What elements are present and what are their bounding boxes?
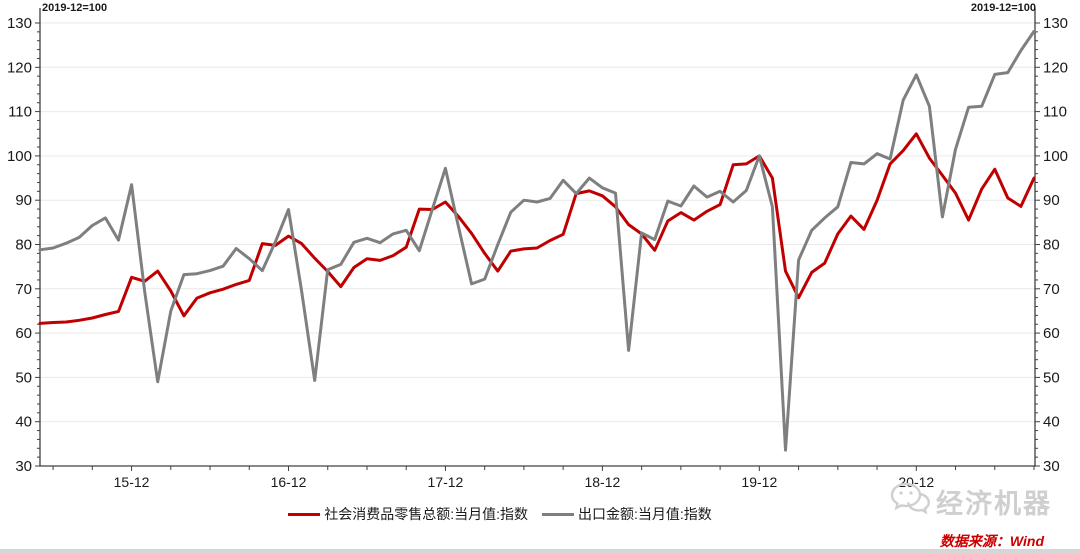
data-source-label: 数据来源：Wind: [939, 533, 1044, 549]
y-label-left: 130: [7, 15, 32, 32]
y-label-right: 50: [1043, 369, 1060, 386]
retail-series-swatch: [288, 512, 321, 516]
x-label: 15-12: [114, 474, 150, 490]
y-label-left: 60: [15, 325, 32, 342]
y-label-right: 100: [1043, 148, 1068, 165]
y-label-left: 110: [8, 104, 32, 121]
export-series-swatch: [542, 512, 574, 516]
retail-series-label: 社会消费品零售总额:当月值:指数: [324, 506, 528, 522]
y-label-left: 40: [15, 414, 32, 431]
y-label-right: 30: [1043, 458, 1060, 475]
y-label-right: 130: [1043, 15, 1068, 32]
x-label: 16-12: [271, 474, 307, 490]
y-label-left: 30: [15, 458, 32, 475]
x-label: 18-12: [584, 474, 620, 490]
y-label-left: 50: [15, 369, 32, 386]
y-label-right: 40: [1043, 414, 1060, 431]
y-label-left: 90: [15, 192, 32, 209]
x-label: 19-12: [741, 474, 777, 490]
y-label-right: 120: [1043, 59, 1068, 76]
y-label-left: 100: [7, 148, 32, 165]
bottom-divider-strip: [0, 549, 1080, 554]
y-label-right: 110: [1043, 104, 1067, 121]
y-label-left: 120: [7, 59, 32, 76]
legend-item-export: 出口金额:当月值:指数: [542, 504, 712, 524]
legend-item-retail: 社会消费品零售总额:当月值:指数: [288, 504, 528, 524]
series-line-0: [38, 132, 1036, 325]
y-label-right: 60: [1043, 325, 1060, 342]
y-label-left: 80: [15, 237, 32, 254]
y-label-right: 70: [1043, 281, 1060, 298]
x-label: 20-12: [898, 474, 934, 490]
export-series-label: 出口金额:当月值:指数: [578, 506, 712, 522]
series-line-1: [38, 29, 1036, 452]
y-label-right: 90: [1043, 192, 1060, 209]
x-label: 17-12: [428, 474, 464, 490]
index-base-note-left: 2019-12=100: [42, 2, 108, 14]
y-label-left: 70: [15, 281, 32, 298]
y-label-right: 80: [1043, 237, 1060, 254]
chart-legend: 社会消费品零售总额:当月值:指数 出口金额:当月值:指数: [0, 504, 1000, 524]
index-base-note-right: 2019-12=100: [970, 2, 1036, 14]
